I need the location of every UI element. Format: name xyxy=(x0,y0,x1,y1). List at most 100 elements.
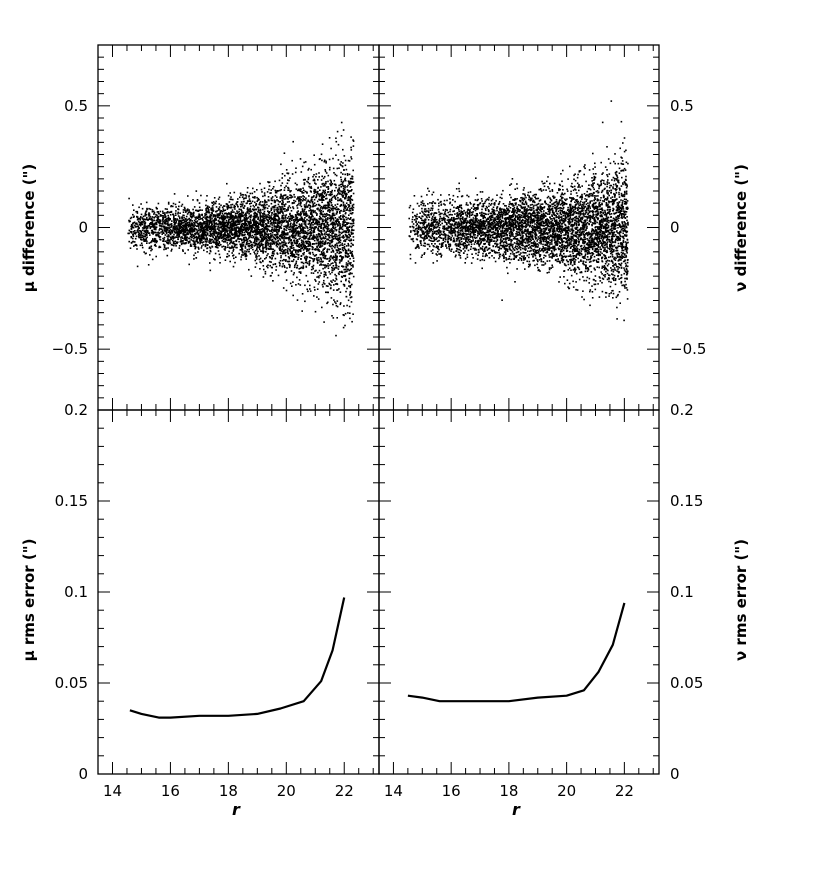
data-point xyxy=(257,199,259,202)
data-point xyxy=(168,217,170,220)
data-point xyxy=(352,224,355,227)
data-point xyxy=(336,282,338,285)
data-point xyxy=(259,245,261,248)
data-point xyxy=(282,237,284,240)
data-point xyxy=(132,223,134,225)
data-point xyxy=(200,194,202,197)
data-point xyxy=(284,210,286,212)
data-point xyxy=(211,223,213,225)
data-point xyxy=(328,137,331,139)
data-point xyxy=(215,200,217,203)
data-point xyxy=(322,226,325,229)
data-point xyxy=(214,226,216,229)
data-point xyxy=(329,258,332,261)
data-point xyxy=(241,231,244,234)
data-point xyxy=(332,317,335,319)
data-point xyxy=(201,209,203,211)
data-point xyxy=(280,163,282,166)
data-point xyxy=(291,260,293,262)
data-point xyxy=(276,224,279,226)
data-point xyxy=(142,219,145,221)
data-point xyxy=(225,228,227,230)
data-point xyxy=(209,219,212,221)
data-point xyxy=(237,223,239,225)
data-point xyxy=(352,236,355,238)
data-point xyxy=(206,251,208,253)
data-point xyxy=(330,218,332,221)
data-point xyxy=(212,201,215,203)
data-point xyxy=(256,245,259,248)
data-point xyxy=(195,228,198,231)
data-point xyxy=(296,211,298,214)
data-point xyxy=(319,235,322,238)
data-point xyxy=(321,261,323,263)
data-point xyxy=(323,190,325,193)
data-point xyxy=(328,204,331,206)
data-point xyxy=(323,242,326,244)
data-point xyxy=(164,218,167,221)
data-point xyxy=(330,251,333,253)
data-point xyxy=(182,230,184,232)
data-point xyxy=(332,238,335,240)
data-point xyxy=(221,226,223,229)
data-point xyxy=(259,236,262,238)
data-point xyxy=(326,242,328,245)
data-point xyxy=(252,236,254,239)
data-point xyxy=(318,259,320,261)
data-point xyxy=(224,241,227,243)
data-point xyxy=(309,290,312,292)
data-point xyxy=(209,217,211,219)
data-point xyxy=(256,240,258,243)
data-point xyxy=(342,216,344,218)
data-point xyxy=(194,245,197,248)
data-point xyxy=(322,215,324,218)
data-point xyxy=(254,230,257,233)
data-point xyxy=(343,247,346,250)
data-point xyxy=(274,194,277,197)
data-point xyxy=(312,236,315,239)
data-point xyxy=(230,246,232,249)
data-point xyxy=(164,208,167,210)
data-point xyxy=(320,153,323,156)
data-point xyxy=(209,226,211,228)
data-point xyxy=(140,203,142,205)
data-point xyxy=(179,241,182,243)
data-point xyxy=(239,192,242,195)
data-point xyxy=(280,256,282,259)
data-point xyxy=(316,192,319,194)
data-point xyxy=(209,220,212,222)
data-point xyxy=(136,212,139,214)
data-point xyxy=(161,229,164,232)
data-point xyxy=(217,223,219,226)
data-point xyxy=(148,246,151,249)
data-point xyxy=(237,226,239,228)
data-point xyxy=(331,207,334,210)
data-point xyxy=(339,223,341,225)
data-point xyxy=(273,253,275,255)
data-point xyxy=(335,302,337,305)
data-point xyxy=(322,237,325,239)
data-point xyxy=(221,246,223,248)
data-point xyxy=(132,237,134,240)
data-point xyxy=(206,229,208,232)
data-point xyxy=(155,206,158,209)
data-point xyxy=(304,227,306,229)
data-point xyxy=(304,161,307,163)
data-point xyxy=(288,266,291,269)
data-point xyxy=(313,190,315,192)
data-point xyxy=(257,230,259,233)
data-point xyxy=(350,296,353,298)
data-point xyxy=(333,299,335,301)
data-point xyxy=(248,213,250,215)
data-point xyxy=(331,238,333,241)
data-point xyxy=(325,193,328,196)
data-point xyxy=(149,222,152,224)
data-point xyxy=(292,244,294,247)
data-point xyxy=(265,214,267,216)
data-point xyxy=(339,252,341,254)
data-point xyxy=(347,253,349,255)
data-point xyxy=(231,222,234,224)
data-point xyxy=(284,215,287,217)
data-point xyxy=(229,221,232,224)
data-point xyxy=(340,215,342,217)
